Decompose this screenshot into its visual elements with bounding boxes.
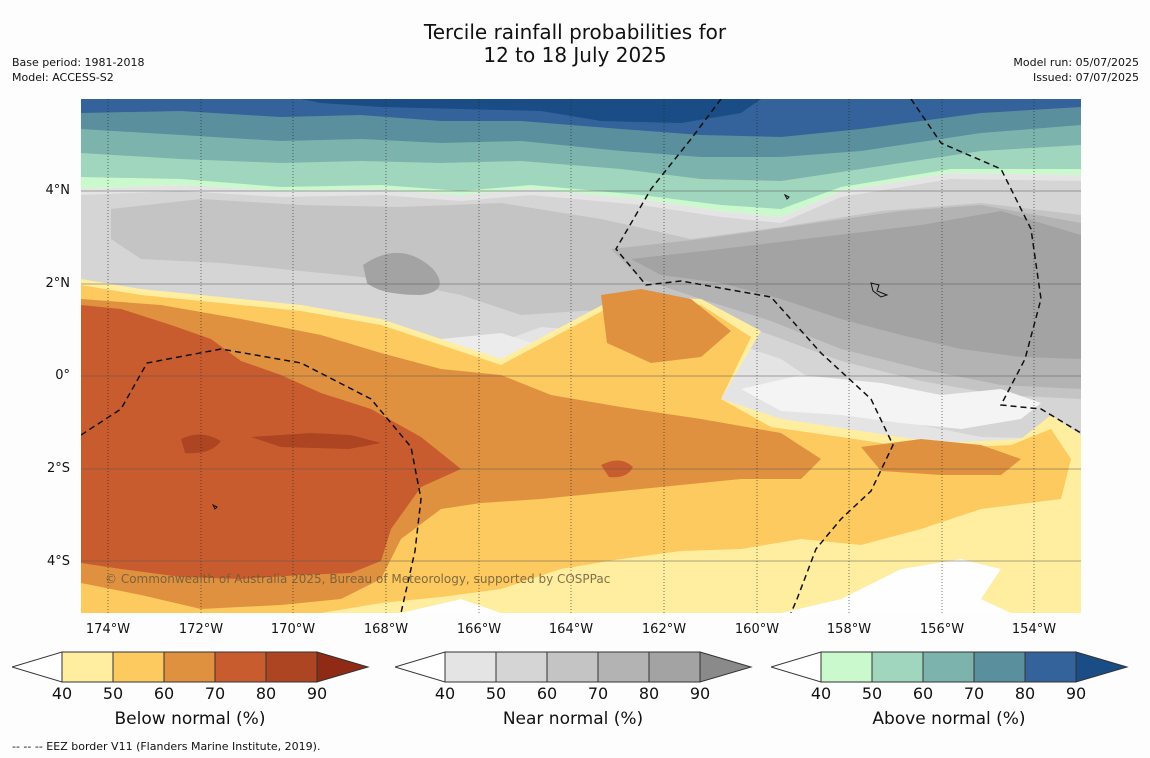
lon-label-174w: 174°W	[85, 622, 131, 637]
parallels	[81, 190, 1081, 562]
near-tick-90: 90	[689, 684, 711, 703]
above-normal-colorbar	[771, 651, 1129, 683]
above-bar-under	[771, 651, 822, 683]
copyright-text: © Commonwealth of Australia 2025, Bureau…	[105, 572, 611, 586]
base-period-info: Base period: 1981-2018 Model: ACCESS-S2	[12, 55, 144, 85]
lon-label-166w: 166°W	[456, 622, 502, 637]
lon-label-172w: 172°W	[178, 622, 224, 637]
eez-border-north	[615, 99, 894, 613]
below-contour-60-central	[601, 289, 731, 363]
near-gap-central	[741, 375, 1041, 429]
lat-label-0: 0°	[55, 368, 70, 383]
near-bar-80	[648, 651, 701, 683]
island-east	[870, 282, 889, 298]
model-run-info: Model run: 05/07/2025 Issued: 07/07/2025	[1013, 55, 1139, 85]
below-contour-60-east	[861, 439, 1021, 475]
below-bar-50	[112, 651, 165, 683]
eez-border-east	[910, 99, 1081, 434]
below-normal-label: Below normal (%)	[114, 709, 266, 729]
near-bar-over	[699, 651, 753, 683]
below-contour-80-a	[181, 434, 221, 454]
above-bar-80	[1024, 651, 1077, 683]
model-text: Model: ACCESS-S2	[12, 71, 114, 84]
near-bar-60	[546, 651, 599, 683]
eez-legend-note: -- -- -- EEZ border V11 (Flanders Marine…	[12, 740, 321, 753]
islands	[211, 193, 889, 510]
below-normal-region	[81, 279, 1081, 613]
below-bar-70	[214, 651, 267, 683]
island-north	[783, 193, 790, 200]
near-bar-50	[495, 651, 548, 683]
map-title-line2: 12 to 18 July 2025	[483, 43, 667, 67]
lat-label-4s: 4°S	[46, 554, 70, 569]
lat-label-2s: 2°S	[46, 461, 70, 476]
above-tick-60: 60	[912, 684, 934, 703]
below-bar-80	[265, 651, 318, 683]
near-normal-label: Near normal (%)	[502, 709, 644, 729]
near-tick-50: 50	[485, 684, 507, 703]
near-tick-40: 40	[434, 684, 456, 703]
eez-border-west	[81, 348, 422, 613]
above-bar-50	[871, 651, 924, 683]
near-tick-80: 80	[638, 684, 660, 703]
lon-label-170w: 170°W	[270, 622, 316, 637]
below-bar-under	[12, 651, 63, 683]
lon-label-162w: 162°W	[641, 622, 687, 637]
above-normal-label: Above normal (%)	[872, 709, 1026, 729]
lat-label-2n: 2°N	[45, 276, 71, 291]
above-tick-50: 50	[861, 684, 883, 703]
probability-map	[81, 99, 1081, 613]
model-run-text: Model run: 05/07/2025	[1013, 56, 1139, 69]
above-tick-40: 40	[810, 684, 832, 703]
lon-label-154w: 154°W	[1011, 622, 1057, 637]
below-tick-90: 90	[306, 684, 328, 703]
near-tick-70: 70	[587, 684, 609, 703]
above-bar-40	[820, 651, 873, 683]
above-bar-60	[922, 651, 975, 683]
near-contour-80-islet	[363, 252, 440, 295]
above-normal-region	[81, 99, 1081, 217]
below-normal-colorbar	[12, 651, 370, 683]
below-tick-50: 50	[102, 684, 124, 703]
near-bar-40	[444, 651, 497, 683]
base-period-text: Base period: 1981-2018	[12, 56, 145, 69]
near-bar-70	[597, 651, 650, 683]
above-tick-80: 80	[1014, 684, 1036, 703]
below-tick-60: 60	[153, 684, 175, 703]
eez-borders	[81, 99, 1081, 613]
lon-label-160w: 160°W	[734, 622, 780, 637]
below-bar-60	[163, 651, 216, 683]
near-contour-80	[631, 211, 1081, 359]
below-tick-70: 70	[204, 684, 226, 703]
above-tick-90: 90	[1065, 684, 1087, 703]
lon-label-158w: 158°W	[826, 622, 872, 637]
near-bar-under	[395, 651, 446, 683]
near-normal-colorbar	[395, 651, 753, 683]
island-south	[211, 503, 218, 510]
lon-label-156w: 156°W	[919, 622, 965, 637]
above-bar-70	[973, 651, 1026, 683]
lon-label-164w: 164°W	[548, 622, 594, 637]
below-tick-40: 40	[51, 684, 73, 703]
below-contour-80-b	[251, 433, 381, 449]
above-tick-70: 70	[963, 684, 985, 703]
above-contour-90	[301, 99, 761, 123]
map-title-line1: Tercile rainfall probabilities for	[423, 20, 727, 44]
below-tick-80: 80	[255, 684, 277, 703]
above-bar-over	[1075, 651, 1129, 683]
above-contour-80	[81, 99, 1081, 137]
near-tick-60: 60	[536, 684, 558, 703]
below-bar-over	[316, 651, 370, 683]
below-bar-40	[61, 651, 114, 683]
issued-text: Issued: 07/07/2025	[1032, 71, 1139, 84]
lat-label-4n: 4°N	[45, 183, 71, 198]
lon-label-168w: 168°W	[363, 622, 409, 637]
